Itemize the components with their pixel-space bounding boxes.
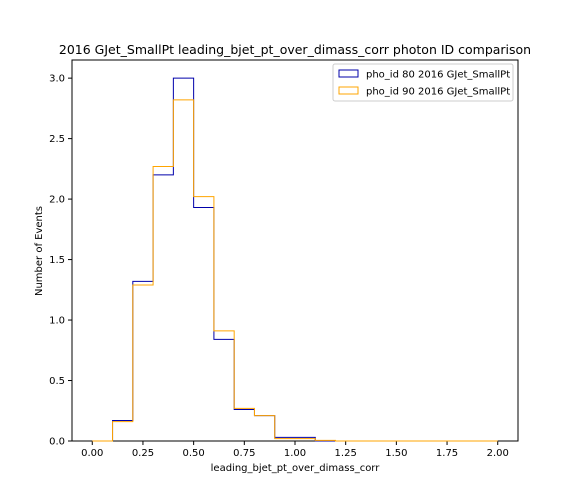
y-axis-label: Number of Events: [34, 206, 45, 296]
legend-frame: [332, 63, 514, 102]
x-tick-label: 0.25: [132, 448, 154, 459]
x-tick-label: 0.00: [81, 448, 103, 459]
series-layer: [92, 77, 498, 442]
x-axis-label: leading_bjet_pt_over_dimass_corr: [211, 463, 381, 474]
legend-swatch-1: [338, 86, 359, 95]
x-tick-label: 0.50: [183, 448, 205, 459]
x-tick-label: 1.25: [335, 448, 357, 459]
plot-frame: [71, 59, 519, 442]
legend: pho_id 80 2016 GJet_SmallPt pho_id 90 201…: [332, 63, 514, 102]
x-tick-label: 1.00: [284, 448, 306, 459]
x-tick-label: 2.00: [487, 448, 509, 459]
x-tick-label: 1.75: [436, 448, 458, 459]
y-axis: 0.0 0.5 1.0 1.5 2.0 2.5 3.0: [49, 74, 72, 448]
legend-label-1: pho_id 90 2016 GJet_SmallPt: [366, 87, 510, 98]
y-tick-label: 2.0: [49, 195, 65, 206]
x-tick-label: 0.75: [233, 448, 255, 459]
plot-area: [71, 59, 519, 442]
y-tick-label: 0.5: [49, 376, 65, 387]
y-tick-label: 1.5: [49, 255, 65, 266]
x-tick-label: 1.50: [385, 448, 407, 459]
y-tick-label: 0.0: [49, 437, 65, 448]
chart-title: 2016 GJet_SmallPt leading_bjet_pt_over_d…: [59, 42, 531, 57]
y-tick-label: 3.0: [49, 74, 65, 85]
y-tick-label: 2.5: [49, 134, 65, 145]
legend-swatch-0: [338, 69, 359, 78]
x-axis: 0.00 0.25 0.50 0.75 1.00 1.25 1.50 1.75 2.00: [81, 441, 509, 459]
legend-label-0: pho_id 80 2016 GJet_SmallPt: [366, 70, 510, 81]
series-step-1: [92, 99, 498, 442]
y-tick-label: 1.0: [49, 316, 65, 327]
